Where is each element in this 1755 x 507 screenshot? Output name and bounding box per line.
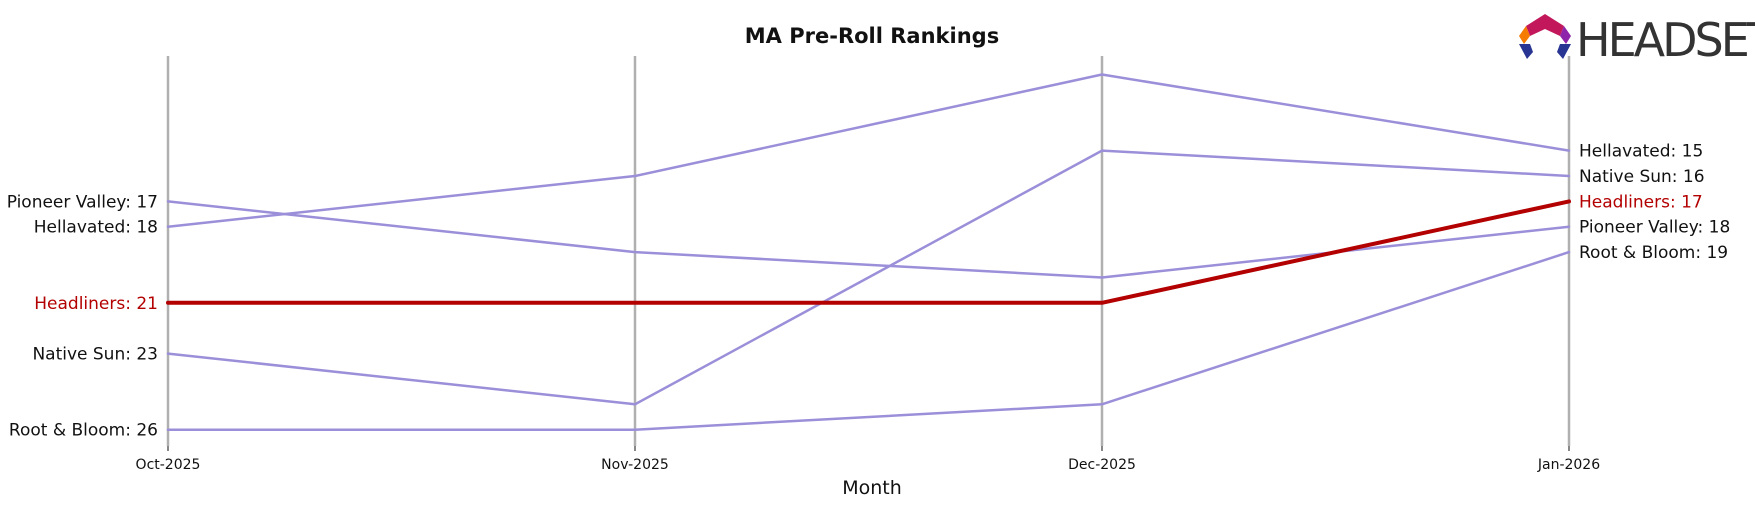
end-label-root-bloom: Root & Bloom: 19 [1579, 243, 1728, 263]
series-lines [166, 73, 1571, 431]
start-label-pioneer-valley: Pioneer Valley: 17 [7, 192, 158, 212]
end-labels: Pioneer Valley: 18 Hellavated: 15 Native S… [1579, 142, 1730, 263]
start-label-hellavated: Hellavated: 18 [34, 218, 158, 238]
end-label-headliners: Headliners: 17 [1579, 192, 1703, 212]
x-axis-label: Month [842, 477, 902, 499]
end-label-hellavated: Hellavated: 15 [1579, 142, 1703, 162]
start-labels: Pioneer Valley: 17 Hellavated: 18 Native S… [7, 192, 158, 440]
x-tick-label: Nov-2025 [601, 457, 669, 473]
x-tick-label: Dec-2025 [1068, 457, 1136, 473]
end-label-pioneer-valley: Pioneer Valley: 18 [1579, 218, 1730, 238]
headset-logo-text: HEADSET [1576, 13, 1755, 67]
series-line-native-sun [166, 149, 1571, 406]
x-tick-label: Oct-2025 [136, 457, 201, 473]
start-label-headliners: Headliners: 21 [34, 294, 158, 314]
x-tick-label: Jan-2026 [1537, 457, 1600, 473]
x-axis-ticks: Oct-2025 Nov-2025 Dec-2025 Jan-2026 [136, 446, 1600, 473]
start-label-root-bloom: Root & Bloom: 26 [9, 421, 158, 441]
series-line-headliners [166, 199, 1571, 305]
series-line-hellavated [166, 73, 1571, 228]
start-label-native-sun: Native Sun: 23 [32, 345, 158, 365]
series-line-root-bloom [166, 250, 1571, 431]
end-label-native-sun: Native Sun: 16 [1579, 167, 1705, 187]
headset-logo-mark-icon [1519, 14, 1571, 59]
chart-title: MA Pre-Roll Rankings [745, 24, 999, 48]
month-axis-lines [166, 56, 1571, 446]
series-line-pioneer-valley [166, 200, 1571, 279]
headset-logo: HEADSET [1519, 13, 1755, 67]
